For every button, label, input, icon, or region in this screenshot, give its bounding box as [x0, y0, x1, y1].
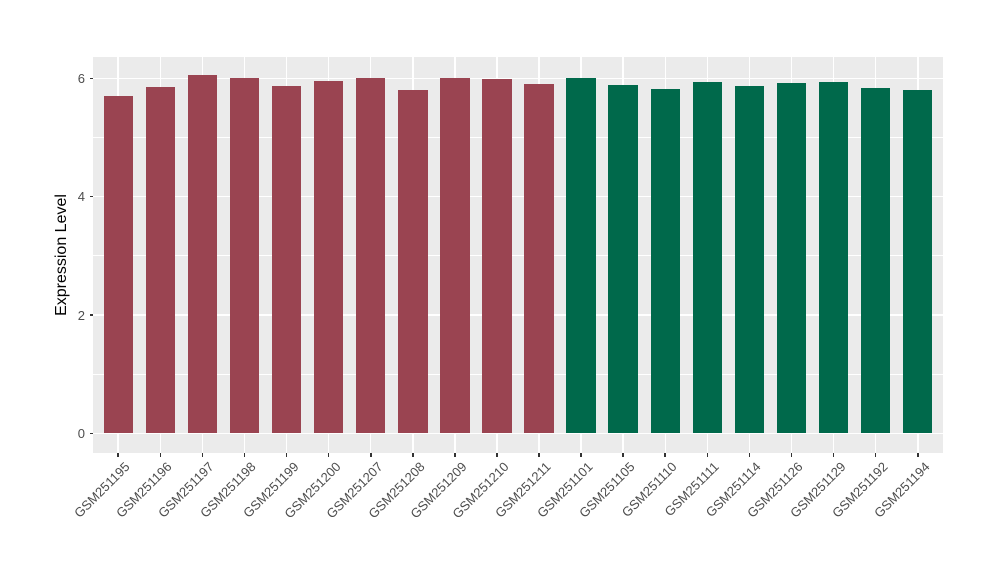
y-axis-tick [89, 432, 93, 435]
bar-GSM251208 [398, 89, 428, 434]
x-axis-tick [706, 453, 709, 457]
x-axis-tick [159, 453, 162, 457]
bar-GSM251211 [524, 84, 554, 434]
x-axis-tick [285, 453, 288, 457]
x-axis-tick [622, 453, 624, 457]
x-axis-tick [874, 453, 877, 457]
bar-GSM251111 [692, 81, 723, 434]
bar-GSM251110 [650, 88, 680, 434]
gridline-major-horizontal [93, 77, 943, 80]
bar-GSM251200 [313, 81, 344, 434]
bar-GSM251114 [734, 86, 765, 434]
x-axis-tick [243, 453, 246, 457]
gridline-major-horizontal [93, 195, 943, 198]
bar-GSM251197 [187, 74, 218, 434]
bar-GSM251209 [440, 78, 470, 434]
x-axis-tick [748, 453, 751, 457]
bar-GSM251198 [229, 78, 260, 434]
x-axis-tick [454, 453, 456, 457]
plot-panel [93, 57, 943, 453]
bar-GSM251196 [145, 87, 176, 434]
gridline-minor-horizontal [93, 373, 943, 375]
y-axis-tick-label: 4 [77, 189, 85, 205]
x-axis-tick [412, 453, 414, 457]
x-axis-tick [580, 453, 582, 457]
gridline-minor-horizontal [93, 137, 943, 138]
bar-GSM251195 [103, 96, 133, 434]
x-axis-tick [201, 453, 204, 457]
y-axis-tick-label: 2 [77, 307, 85, 323]
bar-GSM251105 [608, 84, 638, 434]
bar-GSM251194 [903, 89, 933, 434]
y-axis-tick [89, 195, 93, 198]
bar-GSM251210 [482, 78, 512, 434]
x-axis-tick [790, 453, 793, 457]
gridline-minor-horizontal [93, 255, 943, 257]
x-axis-tick [664, 453, 667, 457]
y-axis-tick-label: 0 [77, 425, 85, 441]
x-axis-tick [916, 453, 919, 457]
bar-GSM251192 [860, 87, 891, 434]
y-axis-tick [89, 77, 93, 80]
bar-GSM251199 [271, 86, 302, 434]
gridline-major-horizontal [93, 432, 943, 435]
bar-GSM251207 [355, 78, 386, 434]
y-axis-tick-label: 6 [77, 70, 85, 86]
x-axis-tick [832, 453, 835, 457]
gridline-major-horizontal [93, 314, 943, 316]
x-axis-tick [369, 453, 372, 457]
x-axis-tick [538, 453, 540, 457]
bar-GSM251129 [818, 81, 849, 434]
x-axis-tick [117, 453, 120, 457]
y-axis-title: Expression Level [53, 194, 70, 316]
x-axis-tick [496, 453, 498, 457]
x-axis-tick [327, 453, 330, 457]
bar-GSM251101 [566, 77, 596, 434]
y-axis-tick [89, 314, 93, 316]
bar-GSM251126 [776, 83, 807, 434]
